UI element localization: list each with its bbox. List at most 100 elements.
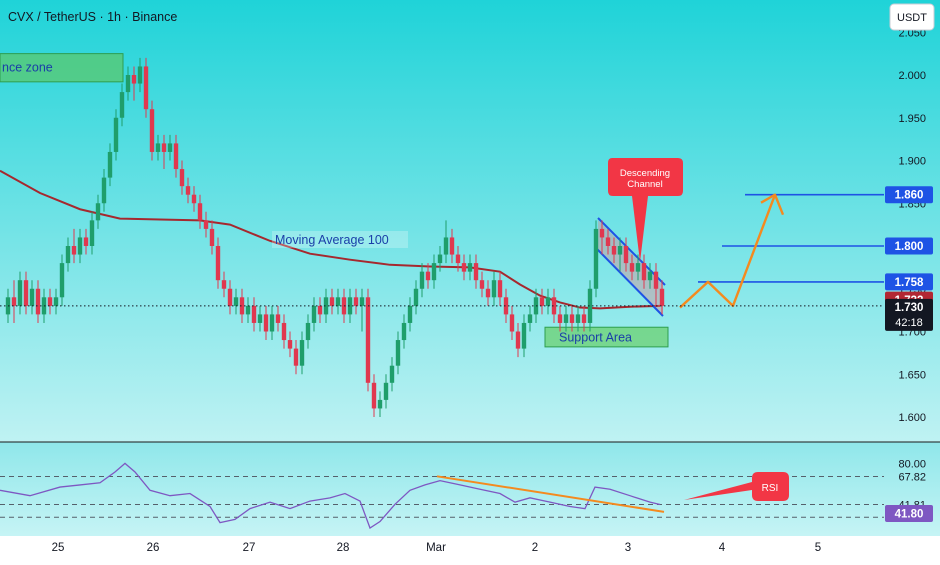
level-tag-bg-1.800	[885, 237, 933, 255]
candle-body-55	[335, 297, 341, 306]
rsi-trendline	[436, 475, 665, 513]
candle-body-16	[101, 177, 107, 204]
candle-body-10	[65, 246, 71, 264]
candle-body-99	[599, 228, 605, 238]
current-price-tag: 1.730	[895, 302, 924, 314]
candle-body-46	[281, 322, 287, 341]
candle-body-93	[563, 314, 569, 323]
chart-title: CVX / TetherUS · 1h · Binance	[8, 10, 177, 24]
descending-channel-label-line-1: Channel	[627, 179, 662, 190]
time-label-26: 26	[147, 542, 160, 554]
candle-body-54	[329, 297, 335, 306]
candle-body-40	[245, 305, 251, 315]
candle-body-23	[143, 66, 149, 110]
rsi-callout-label: RSI	[762, 483, 779, 494]
candle-body-44	[269, 314, 275, 332]
candle-body-85	[515, 331, 521, 349]
candle-body-18	[113, 117, 119, 152]
candle-body-29	[179, 169, 185, 187]
candle-body-39	[239, 297, 245, 315]
resistance-zone	[0, 53, 124, 83]
candle-body-48	[293, 348, 299, 366]
candle-body-90	[545, 297, 551, 306]
rsi-pane-background	[0, 442, 940, 536]
candle-body-32	[197, 203, 203, 221]
candle-body-4	[29, 288, 35, 306]
support-zone-label: Support Area	[559, 331, 632, 345]
countdown-tag: 42:18	[895, 317, 923, 329]
candle-body-91	[551, 297, 557, 315]
candle-body-68	[413, 288, 419, 306]
descending-channel-label-line-0: Descending	[620, 168, 670, 179]
currency-button[interactable]: USDT	[889, 3, 935, 31]
candle-body-20	[125, 75, 131, 93]
candle-body-21	[131, 75, 137, 84]
time-label-3: 3	[625, 542, 631, 554]
level-tag-bg-1.758	[885, 273, 933, 291]
price-tick-1.950: 1.950	[898, 113, 926, 125]
candle-body-84	[509, 314, 515, 332]
candle-body-41	[251, 305, 257, 323]
candle-body-107	[647, 271, 653, 281]
candle-body-50	[305, 322, 311, 341]
candle-body-36	[221, 280, 227, 289]
time-label-5: 5	[815, 542, 821, 554]
candle-body-58	[353, 297, 359, 306]
candle-body-89	[539, 297, 545, 306]
rsi-callout	[684, 472, 789, 501]
candle-body-25	[155, 143, 161, 152]
candle-body-80	[485, 288, 491, 298]
candle-body-53	[323, 297, 329, 315]
candle-body-77	[467, 263, 473, 272]
candle-body-27	[167, 143, 173, 152]
candle-body-14	[89, 220, 95, 246]
candle-body-82	[497, 280, 503, 298]
candle-body-103	[623, 246, 629, 264]
candle-body-96	[581, 314, 587, 323]
candle-body-70	[425, 271, 431, 281]
candle-body-49	[299, 340, 305, 366]
time-label-28: 28	[337, 542, 350, 554]
candle-body-37	[227, 288, 233, 306]
candle-body-100	[605, 237, 611, 246]
candle-body-64	[389, 365, 395, 383]
candle-body-2	[17, 280, 23, 306]
candle-body-28	[173, 143, 179, 170]
time-label-27: 27	[243, 542, 256, 554]
candle-body-66	[401, 322, 407, 341]
candle-body-98	[593, 228, 599, 289]
candle-body-73	[443, 237, 449, 255]
support-zone	[544, 326, 669, 348]
time-label-4: 4	[719, 542, 726, 554]
candle-body-106	[641, 263, 647, 281]
rsi-current-tag: 41.80	[895, 509, 924, 521]
moving-average-label: Moving Average 100	[275, 233, 389, 247]
channel-lower-line	[595, 247, 664, 317]
candle-body-74	[449, 237, 455, 255]
candle-body-105	[635, 263, 641, 272]
candle-body-72	[437, 254, 443, 264]
candle-body-34	[209, 228, 215, 246]
candle-body-3	[23, 280, 29, 306]
projection-path	[679, 194, 777, 309]
time-label-2: 2	[532, 542, 538, 554]
candle-body-13	[83, 237, 89, 246]
time-axis-background	[0, 536, 940, 560]
candle-body-59	[359, 297, 365, 306]
candle-body-94	[569, 314, 575, 323]
descending-channel-callout	[608, 158, 683, 262]
rsi-tick-67.82: 67.82	[898, 472, 926, 484]
candle-body-11	[71, 246, 77, 255]
level-tag-1.860: 1.860	[895, 190, 924, 202]
time-label-Mar: Mar	[426, 542, 446, 554]
candle-body-19	[119, 92, 125, 118]
candle-body-51	[311, 305, 317, 323]
rsi-current-tag-bg	[885, 505, 933, 523]
level-tag-1.758: 1.758	[895, 277, 924, 289]
candle-body-26	[161, 143, 167, 152]
time-label-25: 25	[52, 542, 65, 554]
candle-body-62	[377, 399, 383, 409]
candle-body-47	[287, 340, 293, 349]
candle-body-63	[383, 382, 389, 400]
candle-body-86	[521, 322, 527, 349]
